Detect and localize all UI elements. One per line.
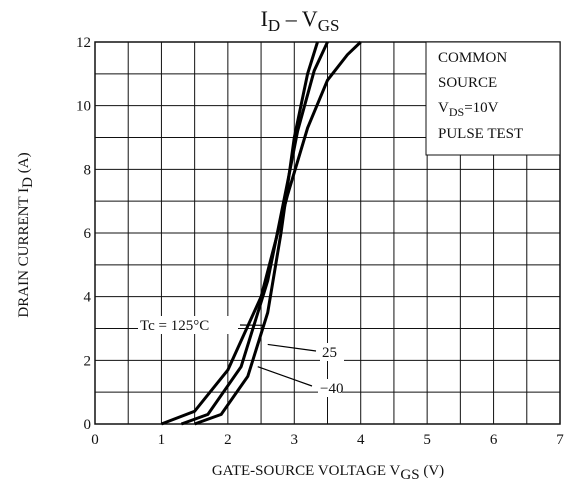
annotation-text: VDS=10V	[438, 100, 499, 119]
title-part: – V	[280, 6, 318, 31]
y-tick-label: 12	[76, 35, 91, 51]
y-tick-label: 10	[76, 99, 91, 115]
x-tick-label: 4	[357, 432, 365, 448]
label-part: (V)	[420, 463, 445, 479]
label-part: (A)	[16, 152, 32, 177]
annotation-part: V	[438, 100, 449, 116]
label-part: GATE-SOURCE VOLTAGE V	[212, 463, 401, 479]
series-label: −40	[320, 381, 343, 397]
y-tick-label: 6	[84, 226, 92, 242]
curve	[194, 41, 319, 426]
leader-line	[257, 366, 313, 387]
series-label: Tc = 125°C	[140, 318, 209, 334]
annotation-text: SOURCE	[438, 75, 497, 91]
y-tick-label: 0	[84, 417, 92, 433]
annotation-box	[425, 41, 561, 156]
y-tick-label: 8	[84, 162, 92, 178]
x-tick-label: 7	[556, 432, 564, 448]
label-part: DRAIN CURRENT I	[16, 188, 32, 318]
label-bg	[320, 343, 344, 361]
series-label: 25	[322, 345, 337, 361]
label-bg	[138, 316, 238, 334]
annotation-sub: DS	[449, 105, 464, 119]
annotation-text: PULSE TEST	[438, 126, 523, 142]
y-tick-label: 2	[84, 353, 92, 369]
leader-line	[267, 343, 317, 352]
x-tick-label: 3	[291, 432, 299, 448]
label-bg	[318, 379, 342, 397]
y-axis-label: DRAIN CURRENT ID (A)	[16, 152, 36, 317]
x-tick-label: 6	[490, 432, 498, 448]
x-axis-label: GATE-SOURCE VOLTAGE VGS (V)	[212, 463, 444, 483]
label-sub: GS	[400, 467, 419, 483]
title-part: I	[261, 6, 268, 31]
x-tick-label: 5	[423, 432, 431, 448]
annotation-text: COMMON	[438, 50, 507, 66]
title-sub: GS	[318, 16, 340, 35]
annotation-part: =10V	[464, 100, 498, 116]
curve	[180, 41, 329, 426]
x-tick-label: 2	[224, 432, 232, 448]
chart-title: ID – VGS	[261, 6, 340, 35]
label-sub: D	[20, 177, 36, 188]
x-tick-label: 0	[91, 432, 99, 448]
x-tick-label: 1	[158, 432, 166, 448]
title-sub: D	[268, 16, 280, 35]
y-tick-label: 4	[84, 290, 92, 306]
